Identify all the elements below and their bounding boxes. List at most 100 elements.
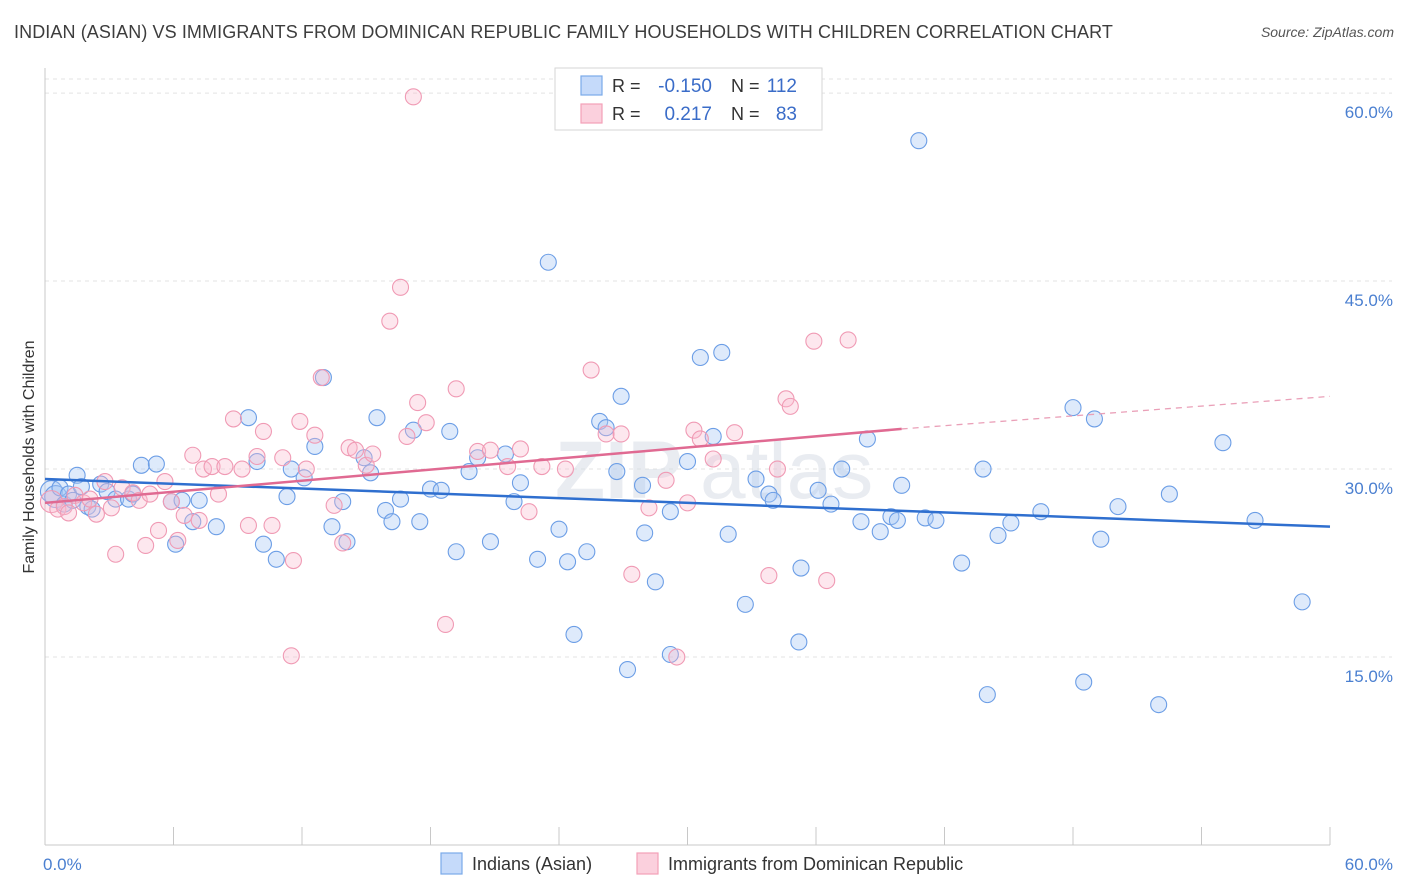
legend-r-label-2: R = [612,104,641,124]
dominican-point [203,457,221,476]
dominican-point [107,545,125,563]
indian-point [1246,511,1264,529]
dominican-point [149,521,168,539]
trend-line-dominican-extension [901,395,1331,430]
dominican-point [346,441,365,459]
dominican-point [263,516,281,534]
indian-point [916,509,934,527]
indian-point [565,625,583,644]
indian-point [267,550,285,568]
indian-point [636,524,654,542]
dominican-point [398,427,416,445]
dominican-point [668,648,686,666]
indian-point [334,493,352,511]
indian-point [1293,593,1311,611]
indian-point [661,503,679,521]
legend-swatch-indians [580,75,603,96]
dominican-point [87,505,105,523]
indian-point [511,474,530,492]
axis-layer [44,68,1331,846]
dominican-point [657,471,675,489]
indian-point [1064,399,1082,417]
dominican-point [818,572,836,590]
dominican-point [334,534,352,552]
dominican-point [306,426,324,444]
indian-point [719,525,737,543]
indian-point [559,553,577,571]
indian-point [1002,514,1020,532]
y-axis-title: Family Households with Children [21,341,38,574]
indian-point [323,518,341,536]
chart-source: Source: ZipAtlas.com [1260,24,1394,40]
dominican-point [297,460,315,478]
indian-point [646,573,664,591]
dominican-point [102,499,120,517]
indian-point [678,452,697,471]
dominican-point [436,615,455,633]
indian-point [248,452,266,471]
indian-point [597,419,615,437]
dominican-point [726,424,744,442]
dominican-point [274,449,292,467]
dominican-point [224,410,243,428]
indian-point [1092,530,1110,548]
legend-n-value-2: 83 [776,104,797,125]
indian-point [612,387,630,405]
indian-point [147,455,165,473]
trend-layer [44,395,1331,528]
indian-point [833,460,851,478]
indian-point [974,460,992,478]
indian-point [207,518,225,536]
legend-n-label-2: N = [731,104,760,124]
bottom-legend-swatch-indians [440,852,463,875]
y-tick-labels: 15.0% 30.0% 45.0% 60.0% [1345,103,1393,686]
watermark-atlas: atlas [700,425,873,516]
indian-point [888,511,906,529]
dominican-point [254,422,273,440]
indian-point [481,533,500,551]
indian-point [447,543,465,561]
indian-point [404,421,422,439]
dominican-point [805,332,823,350]
indian-point [432,481,450,499]
indian-point [282,460,300,478]
indian-point [441,422,459,440]
dominican-point [169,531,187,550]
dominican-point [511,440,530,458]
indian-point [1214,434,1232,452]
grid-layer [45,78,1392,658]
indian-point [618,660,637,679]
indian-point [72,478,90,496]
y-tick-label: 15.0% [1345,667,1393,686]
dominican-point [409,394,427,412]
dominican-point [216,457,234,476]
indian-point [368,409,386,427]
dominican-point [612,425,630,443]
indian-point [953,554,971,572]
dominican-point [781,397,799,415]
dominican-point [156,473,174,491]
indian-point [764,491,782,509]
dominican-point [704,450,722,468]
y-tick-label: 30.0% [1345,479,1393,498]
dominican-point [130,491,148,509]
dominican-point [447,380,465,398]
dominican-point [685,421,703,439]
indian-point [132,456,150,474]
legend-swatch-dominican [580,103,603,124]
dominican-point [60,504,78,522]
y-tick-label: 45.0% [1345,291,1393,310]
dominican-point [623,565,641,583]
indian-point [550,520,568,538]
dominican-point [364,445,382,463]
indian-point [578,543,596,561]
bottom-legend: Indians (Asian) Immigrants from Dominica… [440,852,963,875]
indian-point [989,526,1007,545]
dominican-point [597,425,615,443]
dominican-point [175,506,193,524]
dominican-point [839,331,857,349]
indian-point [790,633,808,651]
dominican-point [640,499,658,517]
indian-point [792,559,810,577]
